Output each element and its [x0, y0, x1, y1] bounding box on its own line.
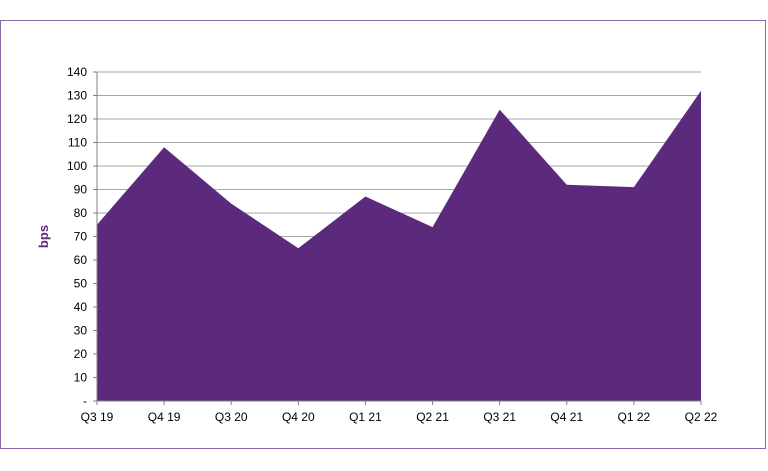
- y-tick-label-130: 130: [67, 89, 87, 103]
- y-tick-label-140: 140: [67, 65, 87, 79]
- x-tick-label: Q2 21: [416, 410, 449, 424]
- y-tick-label-30: 30: [74, 324, 88, 338]
- y-tick-label-110: 110: [68, 136, 87, 150]
- axes: [93, 71, 702, 405]
- area-fill: [97, 90, 701, 402]
- x-tick-label: Q3 19: [81, 410, 114, 424]
- y-tick-label-100: 100: [67, 159, 87, 173]
- area-series: [97, 90, 701, 402]
- y-tick-label-80: 80: [74, 206, 88, 220]
- y-tick-label-120: 120: [67, 112, 87, 126]
- y-tick-label-20: 20: [74, 347, 88, 361]
- x-tick-label: Q4 21: [550, 410, 583, 424]
- y-tick-label-90: 90: [74, 183, 88, 197]
- x-tick-label: Q1 22: [618, 410, 651, 424]
- x-tick-label: Q3 20: [215, 410, 248, 424]
- x-tick-label: Q2 22: [685, 410, 718, 424]
- y-axis-title: bps: [36, 225, 51, 248]
- x-axis-tick-labels: Q3 19 Q4 19 Q3 20 Q4 20 Q1 21 Q2 21 Q3 21 Q4 21…: [81, 410, 718, 424]
- y-tick-label-0: -: [83, 394, 87, 408]
- x-tick-label: Q4 19: [148, 410, 181, 424]
- y-tick-label-60: 60: [74, 253, 88, 267]
- y-tick-label-50: 50: [74, 277, 88, 291]
- x-tick-label: Q4 20: [282, 410, 315, 424]
- y-tick-label-70: 70: [74, 230, 88, 244]
- y-axis-tick-labels: - 10 20 30 40 50 60 70 80 90 100 110 120 130 140: [67, 65, 87, 408]
- y-tick-label-10: 10: [74, 371, 88, 385]
- y-tick-label-40: 40: [74, 300, 88, 314]
- x-tick-label: Q3 21: [483, 410, 516, 424]
- x-tick-label: Q1 21: [349, 410, 382, 424]
